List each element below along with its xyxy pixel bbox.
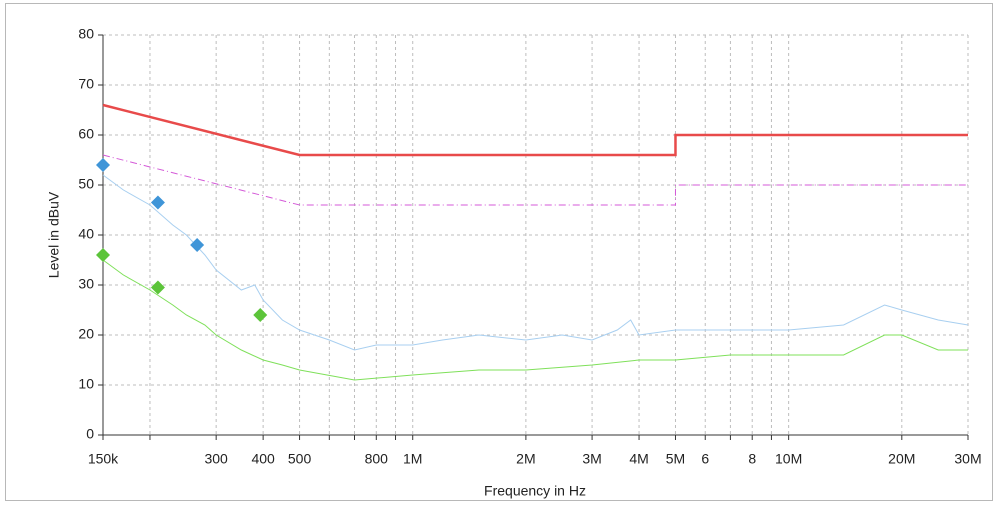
marker <box>96 158 110 172</box>
x-tick-label: 800 <box>365 451 389 467</box>
y-axis-label: Level in dBuV <box>46 191 62 278</box>
x-tick-label: 30M <box>954 451 981 467</box>
x-axis-label: Frequency in Hz <box>484 483 586 499</box>
x-tick-label: 6 <box>701 451 709 467</box>
series-line <box>102 174 969 351</box>
x-tick-label: 20M <box>888 451 915 467</box>
x-tick-label: 10M <box>775 451 802 467</box>
y-tick-label: 40 <box>78 226 94 242</box>
y-tick-label: 70 <box>78 76 94 92</box>
marker <box>253 308 268 322</box>
x-tick-label: 1M <box>403 451 422 467</box>
x-tick-label: 150k <box>88 451 119 467</box>
x-tick-label: 3M <box>582 451 601 467</box>
marker <box>150 195 165 210</box>
series-line <box>102 259 968 381</box>
y-tick-label: 0 <box>86 426 94 442</box>
x-tick-label: 8 <box>748 451 756 467</box>
marker <box>150 280 165 295</box>
y-tick-label: 20 <box>78 326 94 342</box>
y-tick-label: 80 <box>78 26 94 42</box>
y-tick-label: 50 <box>78 176 94 192</box>
chart-frame <box>5 3 993 501</box>
y-tick-label: 30 <box>78 276 94 292</box>
y-tick-label: 60 <box>78 126 94 142</box>
series-line <box>102 154 968 206</box>
series-line <box>102 103 968 157</box>
marker <box>190 238 205 252</box>
x-tick-label: 400 <box>251 451 275 467</box>
marker <box>96 248 110 262</box>
x-tick-label: 5M <box>666 451 685 467</box>
x-tick-label: 4M <box>629 451 648 467</box>
x-tick-label: 500 <box>288 451 312 467</box>
y-tick-label: 10 <box>78 376 94 392</box>
x-tick-label: 300 <box>204 451 228 467</box>
x-tick-label: 2M <box>516 451 535 467</box>
